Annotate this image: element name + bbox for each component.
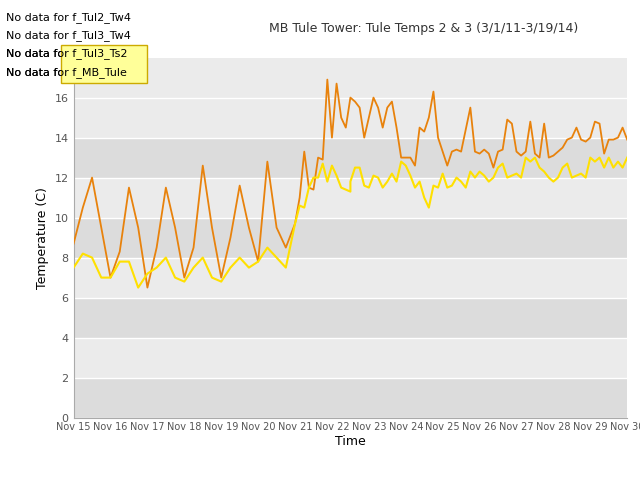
Legend: Tul2_Ts-2, Tul2_Ts-8: Tul2_Ts-2, Tul2_Ts-8 — [255, 474, 446, 480]
Bar — [74, 97, 627, 138]
Bar — [74, 138, 627, 178]
Bar — [74, 178, 627, 217]
Text: No data for f_Tul3_Tw4: No data for f_Tul3_Tw4 — [6, 30, 131, 41]
Bar — [74, 258, 627, 298]
Text: No data for f_Tul3_Ts2: No data for f_Tul3_Ts2 — [6, 48, 128, 60]
Text: No data for f_Tul3_Ts2: No data for f_Tul3_Ts2 — [6, 48, 128, 60]
Bar — [74, 337, 627, 378]
Y-axis label: Temperature (C): Temperature (C) — [36, 187, 49, 288]
Text: No data for f_MB_Tule: No data for f_MB_Tule — [6, 67, 127, 78]
Bar — [74, 378, 627, 418]
X-axis label: Time: Time — [335, 435, 366, 448]
Bar — [74, 298, 627, 337]
Text: MB Tule Tower: Tule Temps 2 & 3 (3/1/11-3/19/14): MB Tule Tower: Tule Temps 2 & 3 (3/1/11-… — [269, 22, 578, 35]
Bar — [74, 217, 627, 258]
Text: No data for f_MB_Tule: No data for f_MB_Tule — [6, 67, 127, 78]
Text: No data for f_Tul2_Tw4: No data for f_Tul2_Tw4 — [6, 12, 131, 23]
